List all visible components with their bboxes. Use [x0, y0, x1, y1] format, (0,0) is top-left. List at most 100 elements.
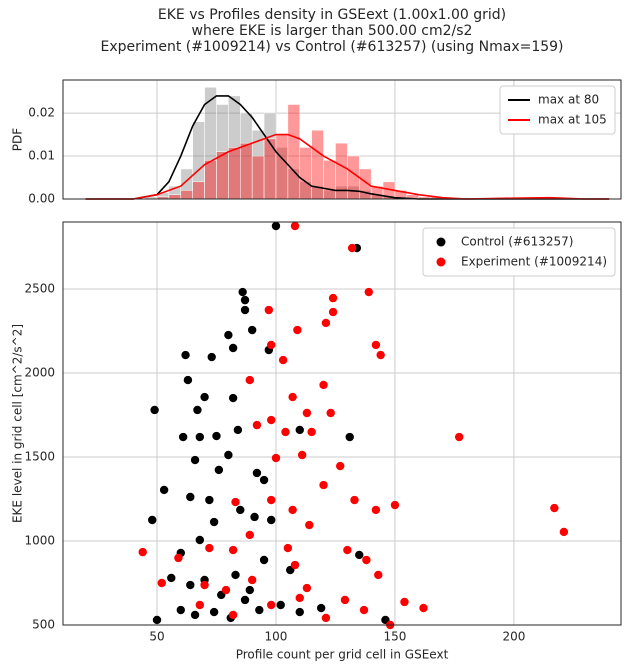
- y-axis-label: PDF: [11, 128, 25, 151]
- scatter-point: [371, 340, 381, 350]
- scatter-point: [419, 603, 428, 613]
- scatter-point: [295, 607, 304, 617]
- scatter-point: [200, 580, 209, 590]
- scatter-point: [295, 425, 304, 435]
- scatter-point: [267, 415, 276, 425]
- scatter-point: [247, 325, 257, 335]
- scatter-point: [283, 543, 293, 553]
- scatter-point: [290, 560, 300, 570]
- scatter-point: [293, 325, 302, 335]
- scatter-point: [148, 515, 157, 525]
- scatter-point: [205, 543, 214, 553]
- suptitle-line: where EKE is larger than 500.00 cm2/s2: [192, 23, 473, 39]
- scatter-point: [250, 512, 259, 522]
- scatter-point: [186, 580, 195, 590]
- scatter-point: [245, 530, 254, 540]
- axes-frame: [62, 221, 622, 626]
- scatter-point: [267, 515, 276, 525]
- legend-label: max at 80: [538, 93, 599, 107]
- scatter-point: [207, 352, 216, 362]
- scatter-point: [390, 500, 400, 510]
- scatter-point: [167, 573, 176, 583]
- scatter-point: [193, 405, 202, 415]
- scatter-point: [150, 405, 159, 415]
- scatter-point: [362, 555, 371, 565]
- y-tick-label: 2000: [24, 366, 55, 380]
- x-tick-label: 200: [502, 630, 525, 644]
- scatter-point: [181, 350, 190, 360]
- scatter-point: [550, 503, 559, 513]
- histogram-bar: [287, 104, 301, 200]
- scatter-point: [281, 427, 290, 437]
- scatter-point: [276, 600, 285, 610]
- scatter-point: [328, 293, 338, 303]
- scatter-point: [559, 527, 569, 537]
- scatter-point: [267, 600, 276, 610]
- scatter-point: [319, 480, 328, 490]
- y-axis-label: EKE level in grid cell [cm^2/s^2]: [11, 324, 25, 523]
- scatter-point: [152, 615, 162, 625]
- scatter-point: [240, 305, 250, 315]
- scatter-point: [183, 375, 193, 385]
- legend-box: [422, 227, 616, 277]
- scatter-point: [159, 485, 169, 495]
- scatter-point: [400, 597, 409, 607]
- scatter-point: [345, 432, 354, 442]
- scatter-point: [267, 495, 276, 505]
- histogram-bar: [168, 194, 182, 200]
- scatter-point: [371, 505, 381, 515]
- scatter-point: [267, 340, 276, 350]
- scatter-point: [374, 570, 383, 580]
- histogram-bar: [204, 160, 217, 200]
- scatter-point: [359, 605, 369, 615]
- scatter-point: [224, 330, 233, 340]
- scatter-point: [209, 607, 219, 617]
- legend-box: [499, 85, 616, 135]
- x-tick-label: 150: [383, 630, 406, 644]
- scatter-point: [295, 593, 304, 603]
- y-tick-label: 1000: [24, 534, 55, 548]
- scatter-point: [245, 375, 254, 385]
- scatter-point: [228, 610, 238, 620]
- scatter-point: [233, 425, 243, 435]
- suptitle-line: EKE vs Profiles density in GSEext (1.00x…: [158, 7, 506, 23]
- scatter-point: [231, 497, 240, 507]
- scatter-point: [236, 505, 245, 515]
- scatter-point: [176, 605, 185, 615]
- histogram-bar: [192, 181, 205, 200]
- kde-line: [85, 95, 610, 200]
- scatter-point: [340, 595, 350, 605]
- scatter-point: [343, 545, 352, 555]
- scatter-point: [195, 432, 205, 442]
- scatter-point: [288, 505, 297, 515]
- legend-label: Experiment (#1009214): [461, 255, 607, 269]
- scatter-point: [228, 545, 238, 555]
- scatter-point: [178, 432, 188, 442]
- scatter-point: [224, 450, 233, 460]
- scatter-point: [259, 475, 269, 485]
- legend-label: max at 105: [538, 113, 607, 127]
- scatter-point: [221, 585, 231, 595]
- x-tick-label: 100: [265, 630, 288, 644]
- histogram-bar: [180, 190, 193, 200]
- scatter-point: [305, 520, 314, 530]
- scatter-point: [174, 553, 183, 563]
- y-tick-label: 0.01: [28, 149, 55, 163]
- scatter-point: [302, 408, 312, 418]
- scatter-point: [278, 355, 288, 365]
- scatter-point: [328, 307, 338, 317]
- scatter-point: [238, 287, 247, 297]
- histogram-bar: [299, 147, 312, 200]
- scatter-point: [271, 453, 281, 463]
- y-tick-label: 1500: [24, 450, 55, 464]
- scatter-point: [195, 535, 205, 545]
- scatter-point: [364, 287, 373, 297]
- scatter-point: [240, 295, 250, 305]
- scatter-point: [316, 603, 326, 613]
- scatter-point: [454, 432, 464, 442]
- scatter-point: [355, 550, 364, 560]
- legend-label: Control (#613257): [461, 235, 573, 249]
- suptitle-line: Experiment (#1009214) vs Control (#61325…: [100, 39, 563, 55]
- y-tick-label: 500: [32, 618, 55, 632]
- scatter-point: [240, 595, 250, 605]
